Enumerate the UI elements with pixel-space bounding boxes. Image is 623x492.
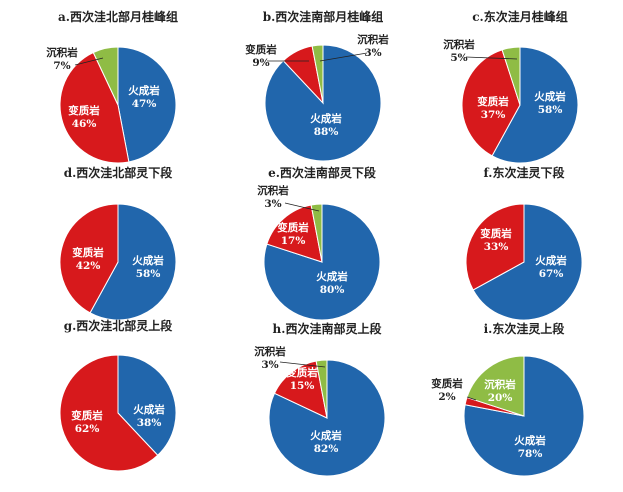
- leader-line: [465, 56, 518, 60]
- slice-value-igneous: 58%: [136, 268, 161, 280]
- slice-value-metamorphic: 62%: [75, 423, 100, 435]
- slice-value-igneous: 38%: [137, 417, 162, 429]
- pie-slice-igneous: [491, 46, 579, 164]
- pie-slice-igneous: [117, 354, 177, 456]
- leader-line: [74, 57, 104, 66]
- pie-slice-sedimentary: [501, 46, 521, 106]
- slice-value-sedimentary: 5%: [450, 52, 467, 64]
- slice-label-sedimentary: 沉积岩: [257, 184, 289, 197]
- slice-value-igneous: 67%: [539, 268, 564, 280]
- slice-label-metamorphic: 变质岩: [431, 377, 463, 390]
- slice-value-metamorphic: 15%: [290, 380, 315, 392]
- slice-label-igneous: 火成岩: [128, 84, 160, 97]
- slice-value-metamorphic: 42%: [76, 260, 101, 272]
- slice-label-metamorphic: 变质岩: [480, 227, 512, 240]
- slice-value-igneous: 78%: [518, 448, 543, 460]
- panel-title: f.东次洼灵下段: [484, 165, 566, 180]
- panel-title: b.西次洼南部月桂峰组: [263, 9, 384, 24]
- leader-line: [319, 52, 368, 62]
- slice-label-igneous: 火成岩: [535, 254, 567, 267]
- slice-value-sedimentary: 3%: [264, 198, 281, 210]
- pie-slice-sedimentary: [466, 355, 525, 417]
- slice-label-metamorphic: 变质岩: [71, 409, 103, 422]
- slice-label-sedimentary: 沉积岩: [254, 345, 286, 358]
- slice-label-igneous: 火成岩: [310, 112, 342, 125]
- panel-title: g.西次洼北部灵上段: [64, 318, 174, 333]
- pie-slice-igneous: [268, 359, 386, 477]
- panel-title: c.东次洼月桂峰组: [472, 9, 568, 24]
- pie-slice-igneous: [263, 203, 381, 321]
- slice-label-igneous: 火成岩: [534, 90, 566, 103]
- slice-label-sedimentary: 沉积岩: [357, 33, 389, 46]
- pie-slice-metamorphic: [59, 354, 159, 472]
- slice-value-metamorphic: 46%: [72, 118, 97, 130]
- slice-value-igneous: 80%: [320, 284, 345, 296]
- slice-label-metamorphic: 变质岩: [277, 221, 309, 234]
- pie-slice-sedimentary: [92, 46, 119, 106]
- slice-value-igneous: 47%: [132, 98, 157, 110]
- pie-slice-metamorphic: [273, 360, 328, 419]
- slice-value-sedimentary: 20%: [488, 392, 513, 404]
- pie-slice-igneous: [117, 46, 177, 163]
- slice-label-sedimentary: 沉积岩: [484, 378, 516, 391]
- slice-label-igneous: 火成岩: [133, 403, 165, 416]
- slice-value-metamorphic: 9%: [252, 57, 269, 69]
- slice-value-sedimentary: 7%: [53, 60, 70, 72]
- slice-label-sedimentary: 沉积岩: [46, 46, 78, 59]
- pie-slice-igneous: [89, 203, 177, 321]
- pie-slice-metamorphic: [266, 204, 323, 263]
- pie-slice-sedimentary: [315, 359, 328, 419]
- slice-label-metamorphic: 变质岩: [477, 95, 509, 108]
- slice-value-igneous: 88%: [314, 126, 339, 138]
- leader-line: [284, 202, 320, 212]
- slice-value-igneous: 58%: [538, 104, 563, 116]
- slice-label-sedimentary: 沉积岩: [443, 38, 475, 51]
- pie-slice-igneous: [472, 203, 583, 321]
- slice-value-metamorphic: 2%: [438, 391, 455, 403]
- slice-label-metamorphic: 变质岩: [245, 43, 277, 56]
- panel-title: d.西次洼北部灵下段: [64, 165, 174, 180]
- slice-value-igneous: 82%: [314, 443, 339, 455]
- pie-slice-metamorphic: [59, 203, 119, 314]
- pie-slice-sedimentary: [311, 44, 324, 104]
- slice-label-metamorphic: 变质岩: [286, 366, 318, 379]
- pie-slice-sedimentary: [310, 203, 323, 263]
- leader-line: [279, 361, 326, 368]
- pie-slice-metamorphic: [465, 203, 525, 291]
- panel-title: h.西次洼南部灵上段: [273, 321, 383, 336]
- pie-slice-igneous: [463, 355, 585, 477]
- pie-slice-metamorphic: [461, 49, 521, 157]
- slice-label-igneous: 火成岩: [514, 434, 546, 447]
- slice-value-metamorphic: 17%: [281, 235, 306, 247]
- slice-label-igneous: 火成岩: [310, 429, 342, 442]
- slice-label-igneous: 火成岩: [316, 270, 348, 283]
- leader-line: [466, 396, 477, 401]
- slice-value-sedimentary: 3%: [364, 47, 381, 59]
- pie-slice-metamorphic: [59, 51, 130, 164]
- panel-title: a.西次洼北部月桂峰组: [58, 9, 178, 24]
- panel-title: i.东次洼灵上段: [484, 321, 566, 336]
- slice-value-metamorphic: 33%: [484, 241, 509, 253]
- slice-value-sedimentary: 3%: [261, 359, 278, 371]
- slice-label-igneous: 火成岩: [132, 254, 164, 267]
- slice-label-metamorphic: 变质岩: [68, 104, 100, 117]
- slice-label-metamorphic: 变质岩: [72, 246, 104, 259]
- panel-title: e.西次洼南部灵下段: [268, 165, 377, 180]
- slice-value-metamorphic: 37%: [481, 109, 506, 121]
